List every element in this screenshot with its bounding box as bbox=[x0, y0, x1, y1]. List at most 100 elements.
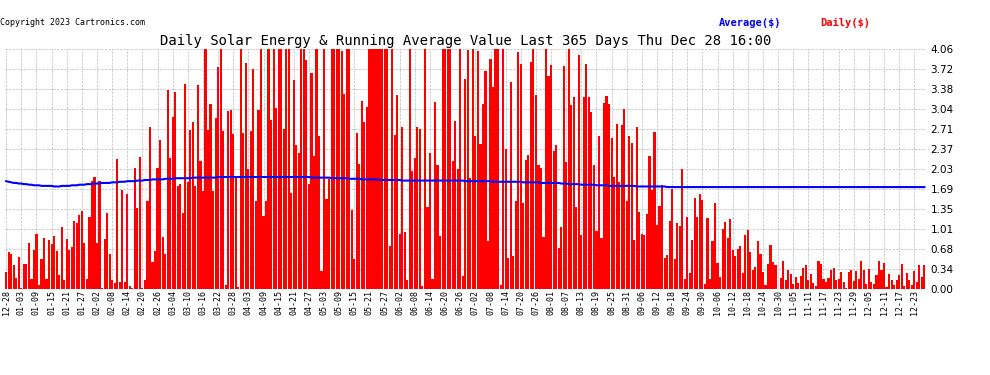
Bar bbox=[828, 278, 830, 289]
Bar bbox=[280, 49, 282, 289]
Bar bbox=[885, 286, 888, 289]
Bar bbox=[878, 261, 880, 289]
Bar bbox=[588, 96, 590, 289]
Bar bbox=[20, 288, 23, 289]
Bar bbox=[735, 256, 737, 289]
Bar bbox=[644, 236, 645, 289]
Bar bbox=[790, 273, 792, 289]
Bar bbox=[668, 220, 670, 289]
Bar bbox=[830, 270, 833, 289]
Bar bbox=[277, 49, 280, 289]
Bar bbox=[525, 160, 527, 289]
Bar bbox=[772, 262, 774, 289]
Bar bbox=[378, 49, 380, 289]
Bar bbox=[432, 279, 434, 289]
Bar bbox=[348, 49, 350, 289]
Bar bbox=[106, 213, 108, 289]
Bar bbox=[28, 243, 30, 289]
Bar bbox=[10, 254, 12, 289]
Bar bbox=[187, 182, 189, 289]
Bar bbox=[60, 227, 62, 289]
Bar bbox=[434, 102, 437, 289]
Bar bbox=[865, 284, 867, 289]
Bar bbox=[543, 237, 545, 289]
Bar bbox=[272, 49, 274, 289]
Bar bbox=[709, 279, 711, 289]
Bar bbox=[841, 272, 842, 289]
Bar bbox=[58, 276, 60, 289]
Bar bbox=[406, 280, 408, 289]
Bar bbox=[756, 241, 759, 289]
Bar bbox=[552, 150, 554, 289]
Bar bbox=[353, 259, 355, 289]
Bar bbox=[252, 69, 254, 289]
Bar bbox=[795, 277, 797, 289]
Bar bbox=[243, 133, 245, 289]
Bar bbox=[523, 203, 525, 289]
Bar bbox=[68, 250, 70, 289]
Bar bbox=[422, 285, 424, 289]
Bar bbox=[371, 49, 373, 289]
Bar bbox=[906, 273, 908, 289]
Bar bbox=[823, 279, 825, 289]
Bar bbox=[611, 138, 613, 289]
Bar bbox=[810, 274, 812, 289]
Bar bbox=[270, 120, 272, 289]
Bar bbox=[63, 280, 65, 289]
Bar bbox=[742, 273, 743, 289]
Bar bbox=[38, 285, 40, 289]
Bar bbox=[321, 271, 323, 289]
Bar bbox=[142, 288, 144, 289]
Bar bbox=[855, 272, 857, 289]
Bar bbox=[583, 97, 585, 289]
Bar bbox=[230, 110, 232, 289]
Bar bbox=[383, 49, 386, 289]
Bar bbox=[344, 94, 346, 289]
Bar bbox=[207, 130, 209, 289]
Bar bbox=[601, 238, 603, 289]
Bar bbox=[474, 136, 476, 289]
Bar bbox=[857, 279, 860, 289]
Bar bbox=[215, 117, 217, 289]
Bar bbox=[530, 62, 532, 289]
Bar bbox=[792, 284, 794, 289]
Bar bbox=[197, 85, 199, 289]
Bar bbox=[151, 262, 153, 289]
Bar bbox=[544, 49, 547, 289]
Bar bbox=[681, 169, 683, 289]
Bar bbox=[740, 246, 742, 289]
Bar bbox=[658, 206, 660, 289]
Bar bbox=[557, 248, 559, 289]
Bar bbox=[445, 49, 446, 289]
Bar bbox=[779, 278, 782, 289]
Bar bbox=[852, 281, 854, 289]
Bar bbox=[782, 261, 784, 289]
Bar bbox=[360, 100, 363, 289]
Bar bbox=[873, 284, 875, 289]
Bar bbox=[300, 49, 302, 289]
Bar bbox=[759, 254, 761, 289]
Bar bbox=[363, 122, 365, 289]
Bar bbox=[124, 282, 126, 289]
Bar bbox=[245, 63, 247, 289]
Bar bbox=[833, 268, 835, 289]
Bar bbox=[606, 96, 608, 289]
Bar bbox=[26, 264, 28, 289]
Bar bbox=[427, 207, 429, 289]
Bar bbox=[222, 131, 224, 289]
Bar bbox=[249, 131, 252, 289]
Bar bbox=[46, 279, 48, 289]
Bar bbox=[313, 156, 315, 289]
Bar bbox=[199, 161, 202, 289]
Bar bbox=[820, 264, 822, 289]
Bar bbox=[595, 231, 598, 289]
Bar bbox=[83, 243, 85, 289]
Title: Daily Solar Energy & Running Average Value Last 365 Days Thu Dec 28 16:00: Daily Solar Energy & Running Average Val… bbox=[159, 34, 771, 48]
Bar bbox=[567, 49, 570, 289]
Bar bbox=[260, 49, 262, 289]
Bar bbox=[507, 258, 509, 289]
Bar bbox=[5, 272, 7, 289]
Bar bbox=[893, 285, 895, 289]
Bar bbox=[800, 276, 802, 289]
Bar bbox=[623, 109, 626, 289]
